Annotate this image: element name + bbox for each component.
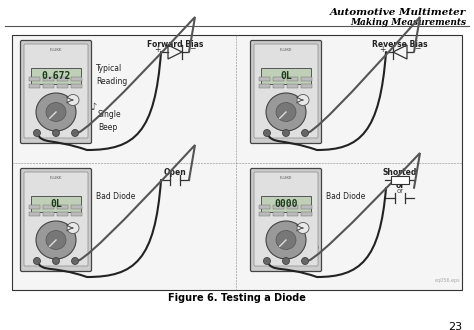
Text: −: − — [190, 45, 196, 53]
Text: FLUKE: FLUKE — [50, 48, 62, 52]
Ellipse shape — [36, 221, 76, 259]
Bar — [273, 212, 284, 216]
Bar — [259, 84, 270, 88]
Text: 23: 23 — [448, 322, 462, 330]
Ellipse shape — [264, 257, 271, 265]
Bar — [43, 205, 54, 209]
Text: Typical
Reading: Typical Reading — [96, 64, 127, 85]
Ellipse shape — [72, 129, 79, 137]
Ellipse shape — [297, 222, 309, 234]
FancyBboxPatch shape — [254, 44, 318, 138]
Ellipse shape — [53, 129, 60, 137]
Bar — [71, 205, 82, 209]
Ellipse shape — [46, 230, 66, 249]
Ellipse shape — [67, 94, 79, 106]
FancyBboxPatch shape — [24, 44, 88, 138]
Bar — [71, 84, 82, 88]
Text: +: + — [154, 45, 160, 53]
Bar — [43, 212, 54, 216]
Text: FLUKE: FLUKE — [280, 48, 292, 52]
Ellipse shape — [36, 93, 76, 131]
Ellipse shape — [301, 129, 309, 137]
Ellipse shape — [72, 257, 79, 265]
Bar — [12, 35, 462, 290]
Bar — [261, 68, 311, 84]
Text: Single
Beep: Single Beep — [98, 110, 122, 131]
Text: 0.672: 0.672 — [41, 71, 71, 81]
FancyBboxPatch shape — [254, 172, 318, 266]
Bar — [287, 77, 298, 81]
Ellipse shape — [266, 93, 306, 131]
Text: eq056.eps: eq056.eps — [434, 278, 460, 283]
Ellipse shape — [34, 257, 40, 265]
Text: Forward Bias: Forward Bias — [147, 40, 203, 49]
Text: Bad Diode: Bad Diode — [96, 192, 136, 201]
Text: Reverse Bias: Reverse Bias — [372, 40, 428, 49]
Bar — [71, 212, 82, 216]
Bar — [287, 84, 298, 88]
Ellipse shape — [53, 257, 60, 265]
Text: 0L: 0L — [280, 71, 292, 81]
Text: FLUKE: FLUKE — [280, 176, 292, 180]
Bar — [391, 176, 409, 184]
Ellipse shape — [34, 129, 40, 137]
FancyBboxPatch shape — [250, 169, 321, 272]
Bar — [261, 196, 311, 212]
Bar — [259, 212, 270, 216]
Bar — [71, 77, 82, 81]
Bar — [43, 77, 54, 81]
Ellipse shape — [46, 103, 66, 121]
Bar — [273, 205, 284, 209]
Ellipse shape — [283, 257, 290, 265]
Bar — [29, 77, 40, 81]
Ellipse shape — [266, 221, 306, 259]
Text: Making Measurements: Making Measurements — [350, 18, 466, 27]
Ellipse shape — [276, 103, 296, 121]
Bar — [301, 205, 312, 209]
Bar — [57, 77, 68, 81]
Text: 0L: 0L — [50, 199, 62, 209]
Bar — [57, 205, 68, 209]
Text: Open: Open — [164, 168, 186, 177]
Text: Shorted
or: Shorted or — [383, 168, 417, 190]
Text: ♪: ♪ — [90, 102, 96, 112]
FancyBboxPatch shape — [250, 41, 321, 144]
Bar — [31, 196, 81, 212]
Text: +: + — [379, 45, 385, 53]
Bar — [273, 84, 284, 88]
Ellipse shape — [283, 129, 290, 137]
Bar — [29, 212, 40, 216]
Bar — [301, 212, 312, 216]
FancyBboxPatch shape — [24, 172, 88, 266]
Text: −: − — [415, 45, 421, 53]
Bar — [301, 84, 312, 88]
Bar — [259, 77, 270, 81]
Text: FLUKE: FLUKE — [50, 176, 62, 180]
FancyBboxPatch shape — [20, 169, 91, 272]
Bar — [287, 212, 298, 216]
Bar — [29, 205, 40, 209]
Text: 0000: 0000 — [274, 199, 298, 209]
Bar — [29, 84, 40, 88]
Bar — [31, 68, 81, 84]
Text: ))): ))) — [313, 246, 320, 250]
Text: ♪: ♪ — [304, 245, 310, 255]
FancyBboxPatch shape — [20, 41, 91, 144]
Bar — [287, 205, 298, 209]
Ellipse shape — [297, 94, 309, 106]
Bar — [57, 212, 68, 216]
Bar — [259, 205, 270, 209]
Text: Automotive Multimeter: Automotive Multimeter — [330, 8, 466, 17]
Ellipse shape — [301, 257, 309, 265]
Bar — [57, 84, 68, 88]
Text: Bad Diode: Bad Diode — [326, 192, 365, 201]
Bar — [301, 77, 312, 81]
Text: or: or — [396, 188, 403, 194]
Ellipse shape — [67, 222, 79, 234]
Text: Figure 6. Testing a Diode: Figure 6. Testing a Diode — [168, 293, 306, 303]
Ellipse shape — [264, 129, 271, 137]
Bar — [43, 84, 54, 88]
Ellipse shape — [276, 230, 296, 249]
Bar — [273, 77, 284, 81]
